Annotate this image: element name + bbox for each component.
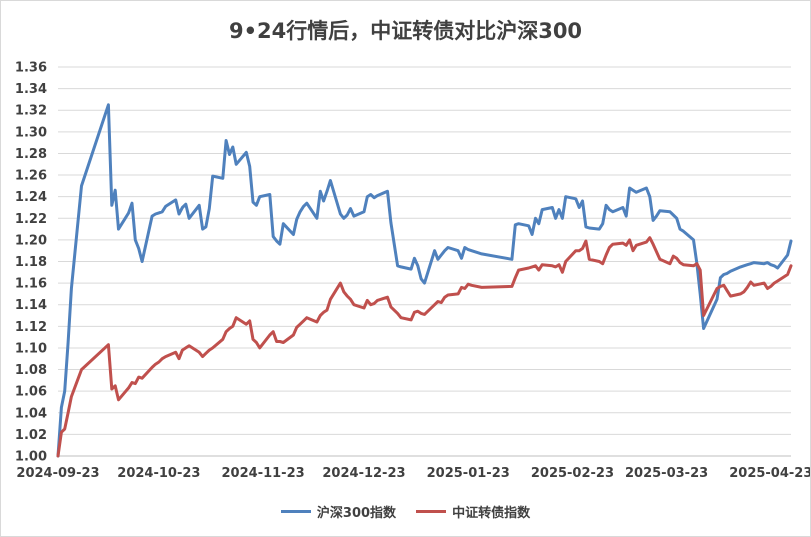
x-tick-label-2025-04-23: 2025-04-23	[729, 466, 810, 481]
y-tick-label-1.16: 1.16	[15, 277, 47, 292]
x-tick-label-2025-01-23: 2025-01-23	[427, 466, 510, 481]
y-tick-label-1.24: 1.24	[15, 190, 47, 205]
y-tick-label-1.02: 1.02	[15, 428, 47, 443]
y-tick-label-1.04: 1.04	[15, 406, 47, 421]
y-tick-label-1.30: 1.30	[15, 125, 47, 140]
legend: 沪深300指数 中证转债指数	[1, 502, 810, 521]
y-tick-label-1.22: 1.22	[15, 212, 47, 227]
y-tick-label-1.10: 1.10	[15, 341, 47, 356]
y-tick-label-1.36: 1.36	[15, 61, 47, 76]
y-tick-label-1.12: 1.12	[15, 320, 47, 335]
legend-label-cb-index: 中证转债指数	[452, 506, 531, 521]
y-tick-label-1.34: 1.34	[15, 82, 47, 97]
series-line-hs300	[56, 103, 793, 458]
legend-item-hs300: 沪深300指数	[280, 502, 397, 521]
x-tick-label-2025-02-23: 2025-02-23	[531, 466, 614, 481]
y-tick-label-1.20: 1.20	[15, 233, 47, 248]
chart-title: 9•24行情后，中证转债对比沪深300	[228, 19, 583, 43]
y-tick-label-1.28: 1.28	[15, 147, 47, 162]
x-tick-label-2024-09-23: 2024-09-23	[16, 466, 99, 481]
x-tick-label-2025-03-23: 2025-03-23	[625, 466, 708, 481]
y-tick-label-1.32: 1.32	[15, 104, 47, 119]
y-tick-label-1.06: 1.06	[15, 385, 47, 400]
x-tick-label-2024-11-23: 2024-11-23	[222, 466, 305, 481]
y-tick-label-1.18: 1.18	[15, 255, 47, 270]
x-tick-label-2024-10-23: 2024-10-23	[117, 466, 200, 481]
legend-label-hs300: 沪深300指数	[316, 506, 397, 521]
legend-swatch-hs300	[280, 510, 311, 513]
y-tick-label-1.00: 1.00	[15, 450, 47, 465]
y-tick-label-1.08: 1.08	[15, 363, 47, 378]
series-line-cb-index	[56, 236, 793, 458]
y-tick-label-1.14: 1.14	[15, 298, 47, 313]
legend-swatch-cb-index	[416, 510, 447, 513]
x-tick-label-2024-12-23: 2024-12-23	[322, 466, 405, 481]
legend-item-cb-index: 中证转债指数	[416, 502, 530, 521]
y-tick-label-1.26: 1.26	[15, 169, 47, 184]
